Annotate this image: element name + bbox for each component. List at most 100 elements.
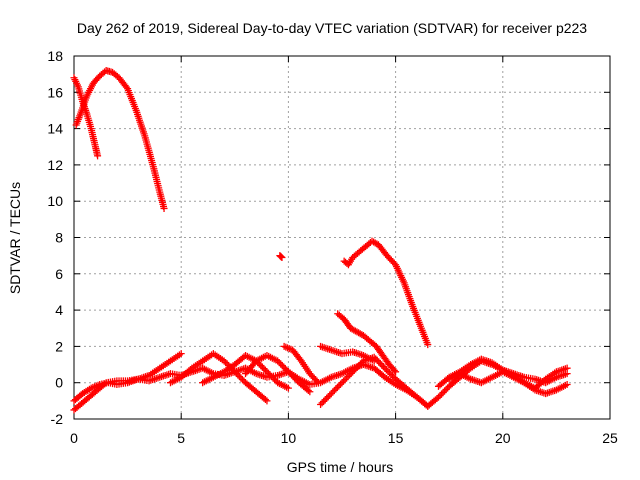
data-point [375,358,383,366]
data-point [122,83,130,91]
data-point [392,368,400,376]
data-point [269,374,277,382]
data-point [350,366,358,374]
data-point [318,399,326,407]
data-point [341,376,349,384]
data-point [340,377,348,385]
data-point [346,371,354,379]
data-point [381,364,389,372]
data-point [314,379,322,387]
data-point [280,363,288,371]
data-point [441,387,449,395]
data-point [336,380,344,388]
data-point [284,384,292,392]
x-axis-ticks: 0 5 10 15 20 25 [70,56,618,446]
data-point [317,400,325,408]
data-point [434,393,442,401]
data-point [390,366,398,374]
data-point [263,368,271,376]
data-point [355,362,363,370]
data-point [332,385,340,393]
data-point [323,394,331,402]
x-axis-label: GPS time / hours [287,459,394,475]
data-point [442,385,450,393]
data-point [382,366,390,374]
x-tick-label: 0 [70,430,78,446]
data-point [232,369,240,377]
data-point [278,362,286,370]
y-tick-label: 6 [55,266,63,282]
chart-title: Day 262 of 2019, Sidereal Day-to-day VTE… [77,20,587,36]
series-arc-low-2 [70,350,185,405]
x-tick-label: 10 [281,430,297,446]
data-point [160,204,168,212]
x-tick-label: 25 [602,430,618,446]
data-point [177,350,185,358]
data-point [304,386,312,394]
data-point [261,396,269,404]
data-point [313,377,321,385]
data-point [330,386,338,394]
series-arc-low-3 [166,350,271,405]
data-point [222,358,230,366]
data-point [335,382,343,390]
y-tick-label: 16 [47,84,63,100]
data-point [260,365,268,373]
series-arc-low-5 [242,351,314,396]
data-point [385,369,393,377]
x-tick-label: 5 [177,430,185,446]
series-arc-isolated [276,252,286,261]
data-point [238,376,246,384]
series-arc-mid-right-2 [334,310,400,376]
data-point [275,358,283,366]
data-point [321,396,329,404]
y-tick-label: 18 [47,48,63,64]
data-point [263,397,271,405]
data-point [306,388,314,396]
y-axis-label: SDTVAR / TECUs [7,182,23,294]
data-point [387,370,395,378]
data-point [291,374,299,382]
grid [74,56,610,419]
data-point [352,365,360,373]
series-arc-mid-right [340,237,432,349]
x-tick-label: 20 [495,430,511,446]
data-point [324,393,332,401]
series-arc-high-left-1 [70,74,102,160]
data-point [271,376,279,384]
data-point [284,368,292,376]
y-tick-label: 4 [55,302,63,318]
data-point [266,371,274,379]
data-point [370,357,378,365]
data-point [379,363,387,371]
data-point [424,341,432,349]
data-point [258,363,266,371]
y-tick-label: -2 [51,411,64,427]
data-point [563,364,571,372]
y-tick-label: 10 [47,193,63,209]
data-series [70,67,571,414]
data-point [287,371,295,379]
data-point [376,360,384,368]
series-arc-low-8 [317,342,378,365]
data-point [235,372,243,380]
series-arc-high-left-2 [72,67,168,212]
data-point [344,372,352,380]
data-point [274,357,282,365]
data-point [231,368,239,376]
data-point [281,365,289,373]
data-point [384,367,392,375]
y-tick-label: 2 [55,338,63,354]
series-arc-low-10 [445,364,571,392]
y-tick-label: 0 [55,375,63,391]
series-arc-low-6 [280,342,322,387]
y-tick-label: 8 [55,230,63,246]
data-point [237,374,245,382]
data-point [424,402,432,410]
data-point [220,357,228,365]
data-point [563,381,571,389]
data-point [234,371,242,379]
series-arc-low-7 [317,353,432,410]
y-tick-label: 12 [47,157,63,173]
data-point [436,392,444,400]
